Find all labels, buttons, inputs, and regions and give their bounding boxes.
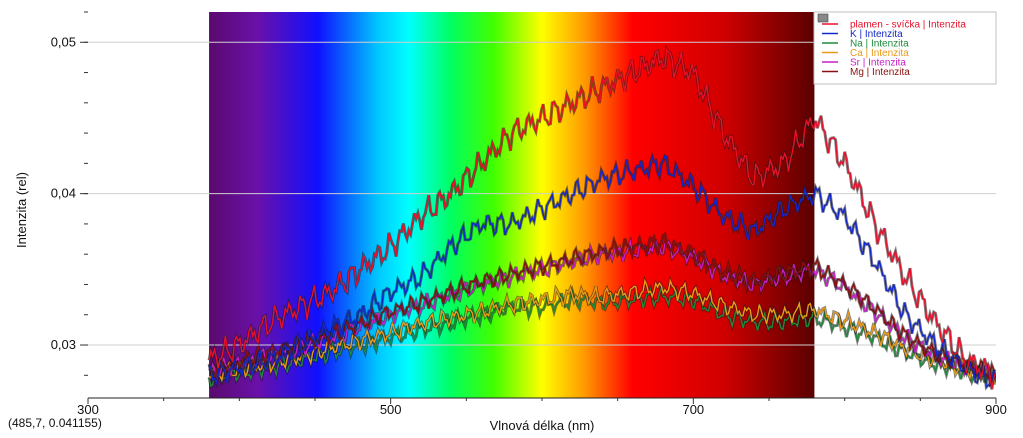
y-axis: 0,03 0,04 0,05 <box>51 11 88 376</box>
y-tick-label: 0,03 <box>51 337 76 352</box>
series-line <box>208 154 996 389</box>
series-layer <box>207 45 996 391</box>
y-tick-label: 0,04 <box>51 186 76 201</box>
legend-item: Ca | Intenzita <box>850 48 909 59</box>
legend-item: Sr | Intenzita <box>850 58 906 69</box>
legend-item: plamen - svíčka | Intenzita <box>850 20 966 31</box>
x-tick-label: 300 <box>77 402 99 417</box>
series-line <box>208 278 996 385</box>
x-tick-label: 700 <box>682 402 704 417</box>
series-line <box>208 233 996 381</box>
x-axis-title: Vlnová délka (nm) <box>490 418 595 433</box>
legend-close-icon[interactable] <box>817 13 829 23</box>
x-tick-label: 500 <box>380 402 402 417</box>
y-tick-label: 0,05 <box>51 34 76 49</box>
x-tick-label: 900 <box>985 402 1007 417</box>
legend-item: Mg | Intenzita <box>850 67 910 78</box>
legend-item: Na | Intenzita <box>850 39 909 50</box>
legend-box <box>813 11 997 85</box>
x-axis: 300 500 700 900 <box>77 398 1007 417</box>
y-axis-title: Intenzita (rel) <box>14 172 29 248</box>
coordinate-readout: (485,7, 0.041155) <box>8 416 102 430</box>
legend-item: K | Intenzita <box>850 29 903 40</box>
series-line <box>208 47 996 390</box>
